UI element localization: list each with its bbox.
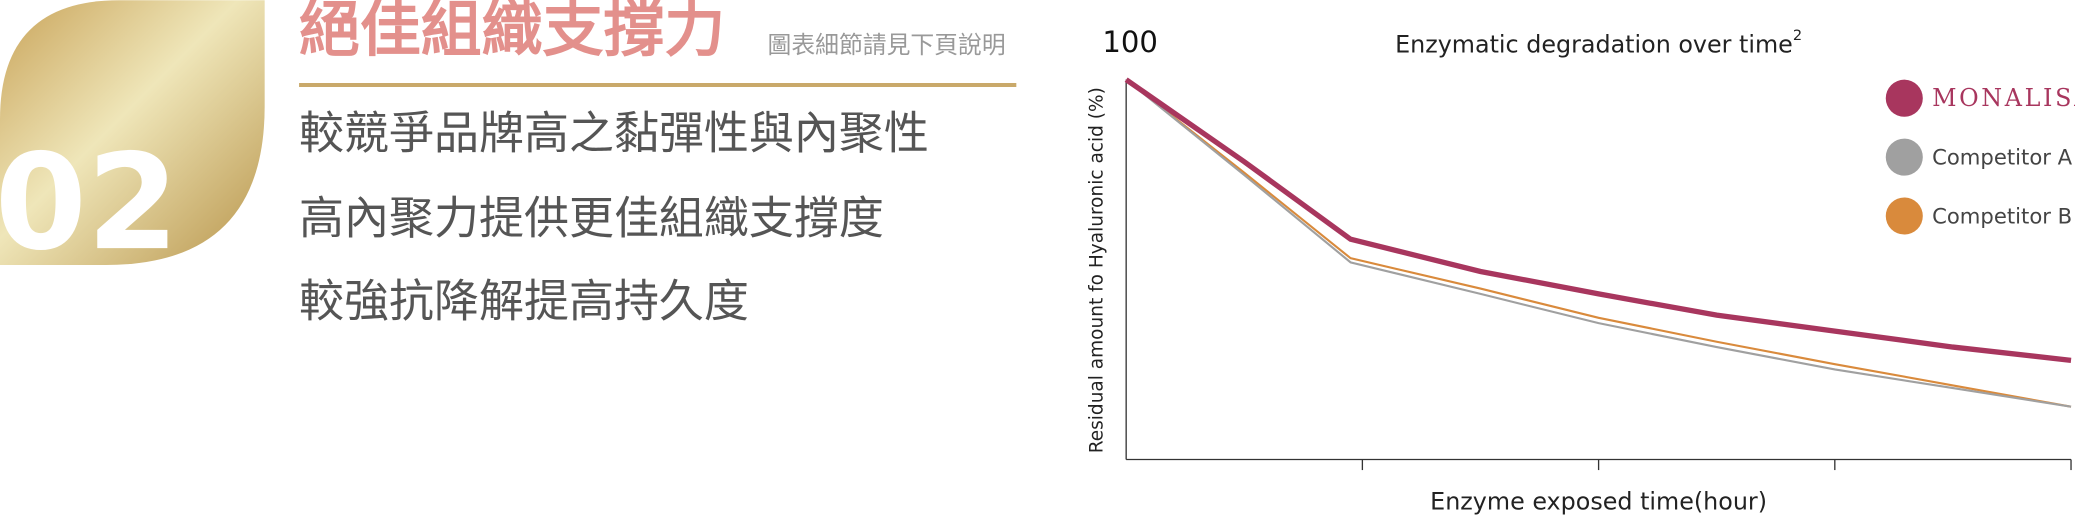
title-note: 2: [1793, 27, 1802, 44]
series-line: [1125, 78, 2072, 408]
heading: 絕佳組織支撐力: [299, 0, 725, 65]
legend-marker: [1885, 79, 1923, 117]
feature-line: 較競爭品牌高之黏彈性與內聚性: [299, 107, 929, 160]
badge-number: 02: [0, 126, 179, 280]
y-tick-label: 100: [1102, 25, 1158, 59]
heading-note: 圖表細節請見下頁說明: [768, 31, 1006, 59]
legend-marker: [1885, 138, 1923, 176]
leaf-badge: [0, 0, 265, 265]
legend-marker: [1885, 197, 1923, 235]
title-text: Enzymatic degradation over time: [1395, 30, 1793, 58]
legend-label: MONALISA: [1932, 84, 2075, 112]
y-axis-label: Residual amount fo Hyaluronic acid (%): [1087, 87, 1108, 453]
chart-title: Enzymatic degradation over time2: [1395, 27, 1802, 58]
legend-label: Competitor A: [1932, 144, 2073, 169]
series-line: [1125, 78, 2072, 408]
feature-line: 高內聚力提供更佳組織支撐度: [299, 191, 884, 244]
chart: Enzymatic degradation over time2 Enzyme …: [1087, 25, 2075, 516]
legend-label: Competitor B: [1932, 203, 2072, 228]
x-axis-label: Enzyme exposed time(hour): [1430, 488, 1767, 516]
series-line: [1124, 77, 2072, 363]
feature-line: 較強抗降解提高持久度: [299, 275, 749, 328]
